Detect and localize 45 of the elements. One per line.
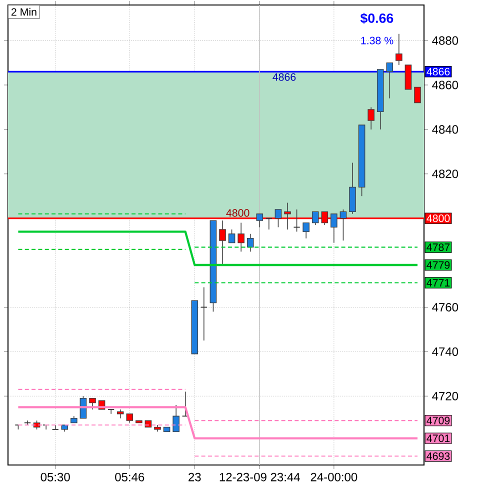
candlestick <box>238 222 244 252</box>
x-tick-label: 23 <box>188 472 201 482</box>
candlestick <box>265 218 272 230</box>
ref-line-label: 4866 <box>426 68 450 76</box>
candlestick <box>116 409 124 419</box>
candlestick <box>396 33 402 66</box>
candlestick <box>256 213 264 228</box>
y-tick-label: 4840 <box>432 125 458 134</box>
annotation: 1.38 % <box>361 36 394 44</box>
candlestick <box>330 213 338 244</box>
candlestick <box>302 222 310 239</box>
candlestick <box>89 398 96 410</box>
candlestick <box>108 408 115 414</box>
candlestick <box>172 404 180 432</box>
y-tick-label: 4820 <box>432 170 458 178</box>
candlestick <box>312 211 319 226</box>
y-tick-label: 4860 <box>432 80 458 90</box>
annotation: $0.66 <box>360 12 394 24</box>
x-tick-label: 05:30 <box>40 472 70 482</box>
data-label: 4771 <box>426 279 450 286</box>
candlestick <box>340 209 347 241</box>
annotation: 4800 <box>226 209 250 217</box>
data-label: 4709 <box>426 416 450 424</box>
y-tick-label: 4760 <box>432 302 458 312</box>
data-label: 4693 <box>426 452 450 460</box>
y-tick-label: 4880 <box>432 36 458 45</box>
candlestick <box>368 106 374 130</box>
x-tick-label: 12-23-09 23:44 <box>220 472 300 482</box>
candlestick <box>386 62 394 99</box>
candlestick <box>228 229 236 244</box>
data-label: 4787 <box>426 243 450 251</box>
x-tick-label: 05:46 <box>115 472 144 482</box>
annotation: 4866 <box>272 73 296 81</box>
x-tick-label: 24-00:00 <box>310 472 358 482</box>
candlestick <box>52 424 59 430</box>
candlestick <box>414 86 421 104</box>
data-label: 4701 <box>426 434 450 442</box>
data-label: 4779 <box>426 261 450 269</box>
candlestick <box>246 233 254 252</box>
chart-title: 2 Min <box>11 8 36 16</box>
candlestick <box>293 209 300 232</box>
y-tick-label: 4740 <box>432 347 458 356</box>
candlestick <box>274 209 282 228</box>
ref-line-label: 4800 <box>426 214 450 222</box>
y-tick-label: 4720 <box>432 392 458 400</box>
